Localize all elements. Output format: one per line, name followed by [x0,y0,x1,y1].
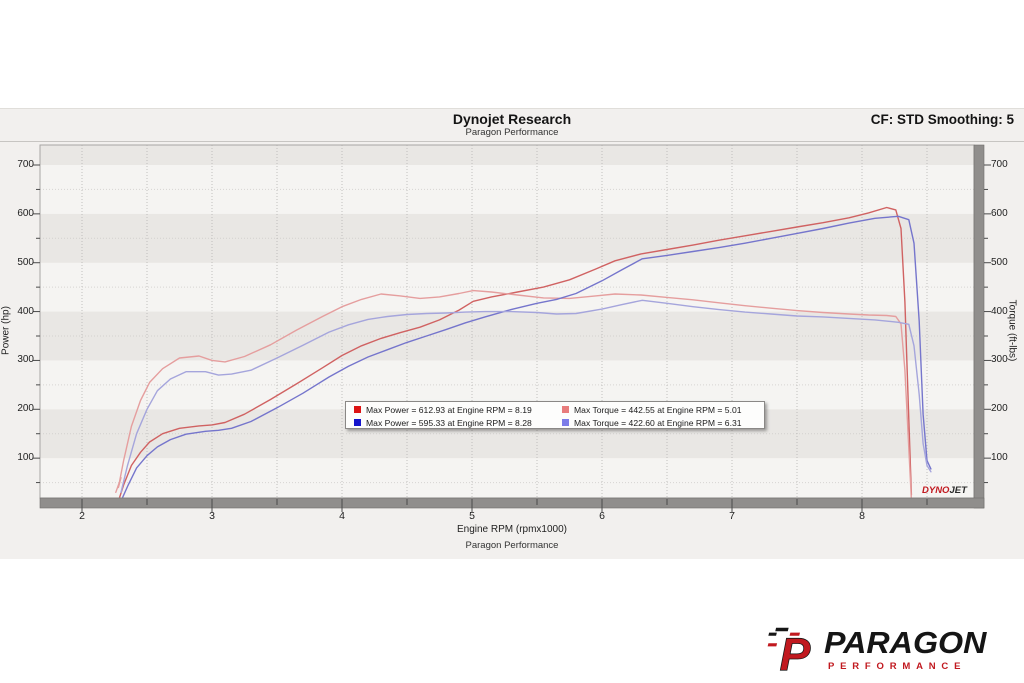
x-axis-tick-label: 6 [599,510,605,522]
chart-subtitle: Paragon Performance [465,127,559,138]
torque-axis-tick-label: 600 [991,207,1008,219]
plot-right-bevel [973,144,985,509]
x-axis-title: Engine RPM (rpmx1000) [456,524,568,535]
torque-run2-curve [120,299,932,493]
power-axis-tick-label: 300 [17,354,34,366]
title-separator [0,141,1024,142]
plot-band [40,458,974,498]
plot-band [40,165,974,214]
paragon-performance-logo: P PARAGON PERFORMANCE [764,622,1020,680]
legend-item-power-run2: Max Power = 595.33 at Engine RPM = 8.28 [354,418,562,428]
torque-axis-tick-label: 200 [991,403,1008,415]
legend-item-label: Max Torque = 422.60 at Engine RPM = 6.31 [574,417,742,428]
x-axis-tick-label: 3 [209,510,215,522]
power-run2-swatch-icon [354,419,361,426]
legend-item-power-run1: Max Power = 612.93 at Engine RPM = 8.19 [354,405,562,415]
legend-item-label: Max Power = 612.93 at Engine RPM = 8.19 [366,404,532,415]
plot-band [40,311,974,361]
plot-bottom-bevel [39,497,985,509]
dynojet-logo-dyno: DYNO [922,485,950,496]
torque-axis-tick-label: 700 [991,159,1008,170]
x-axis-tick-label: 4 [339,510,345,522]
legend-box: Max Power = 612.93 at Engine RPM = 8.19 M… [345,401,765,429]
legend-item-torque-run2: Max Torque = 422.60 at Engine RPM = 6.31 [562,418,764,428]
power-run2-curve [121,215,932,498]
power-axis-tick-label: 500 [17,256,34,268]
legend-item-label: Max Power = 595.33 at Engine RPM = 8.28 [366,417,532,428]
power-axis-tick-label: 700 [17,159,34,170]
paragon-logo-text: PARAGON PERFORMANCE [824,622,986,673]
torque-axis-tick-label: 400 [991,305,1008,317]
power-run1-curve [118,206,913,498]
legend-item-label: Max Torque = 442.55 at Engine RPM = 5.01 [574,404,742,415]
torque-run2-swatch-icon [562,419,569,426]
paragon-p-emblem-icon: P [767,627,811,678]
power-run1-swatch-icon [354,406,361,413]
x-axis-tick-label: 8 [859,510,865,522]
power-axis-tick-label: 600 [17,207,34,219]
plot-band [40,262,974,312]
legend-item-torque-run1: Max Torque = 442.55 at Engine RPM = 5.01 [562,405,764,415]
power-axis-tick-label: 200 [17,403,34,415]
correction-smoothing-label: CF: STD Smoothing: 5 [870,112,1014,127]
power-axis-tick-label: 100 [17,452,34,464]
paragon-logo-tagline: PERFORMANCE [828,661,967,672]
chart-title: Dynojet Research [452,111,572,127]
svg-text:P: P [779,628,810,678]
paragon-logo-name: PARAGON [824,625,987,660]
dynojet-logo: DYNOJET [922,485,967,496]
torque-run1-curve [115,289,913,498]
power-axis-tick-label: 400 [17,305,34,317]
dynojet-logo-jet: JET [949,485,967,496]
torque-run1-swatch-icon [562,406,569,413]
footer-brand-label: Paragon Performance [465,540,559,551]
torque-axis-tick-label: 300 [991,354,1008,366]
x-axis-tick-label: 2 [79,510,85,522]
x-axis-tick-label: 7 [729,510,735,522]
torque-axis-tick-label: 100 [991,452,1008,464]
plot-band [40,145,974,166]
torque-axis-tick-label: 500 [991,256,1008,268]
x-axis-tick-label: 5 [469,510,475,522]
plot-band [40,213,974,263]
